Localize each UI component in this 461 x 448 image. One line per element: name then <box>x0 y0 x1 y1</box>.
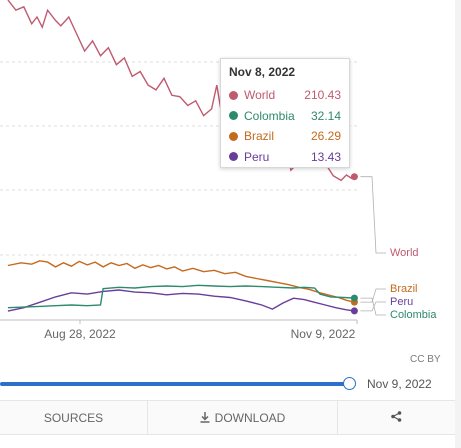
series-end-point-colombia[interactable] <box>350 294 358 302</box>
series-line-colombia[interactable] <box>7 284 355 309</box>
tooltip-series-value: 32.14 <box>310 108 341 123</box>
tooltip-series-name: Peru <box>244 149 270 164</box>
series-line-peru[interactable] <box>7 289 355 312</box>
series-line-brazil[interactable] <box>7 260 355 303</box>
tooltip-series-name: Colombia <box>244 108 295 123</box>
tooltip-row: Colombia 32.14 <box>229 106 341 127</box>
x-tick-label: Aug 28, 2022 <box>44 327 116 341</box>
tooltip-series-value: 26.29 <box>310 129 341 144</box>
series-dot-icon <box>229 90 238 100</box>
series-end-label-brazil[interactable]: Brazil <box>390 283 418 295</box>
timeline-track[interactable] <box>0 382 351 386</box>
tooltip-series-name: World <box>244 88 276 103</box>
share-button[interactable] <box>338 401 455 434</box>
series-dot-icon <box>229 111 238 121</box>
series-end-point-peru[interactable] <box>350 307 358 315</box>
series-end-label-world[interactable]: World <box>390 247 419 259</box>
x-tick-label: Nov 9, 2022 <box>291 327 356 341</box>
series-dot-icon <box>229 152 238 162</box>
sources-label: SOURCES <box>43 410 104 425</box>
tooltip-series-value: 13.43 <box>310 149 341 164</box>
tooltip-series-name: Brazil <box>244 129 275 144</box>
tooltip-series-value: 210.43 <box>304 88 341 103</box>
tooltip-row: World 210.43 <box>229 85 341 106</box>
label-connector <box>360 288 386 303</box>
scrollbar-gutter <box>455 0 461 448</box>
timeline-end-label: Nov 9, 2022 <box>367 377 432 391</box>
tooltip-row: Brazil 26.29 <box>229 126 341 147</box>
download-tab[interactable]: DOWNLOAD <box>148 401 338 434</box>
label-connector <box>360 176 386 254</box>
series-end-label-colombia[interactable]: Colombia <box>390 309 437 321</box>
footer-toolbar: SOURCES DOWNLOAD <box>0 400 455 435</box>
series-end-point-world[interactable] <box>350 173 358 181</box>
license-label[interactable]: CC BY <box>410 354 441 365</box>
label-connector <box>360 297 386 316</box>
download-label: DOWNLOAD <box>214 410 286 425</box>
series-end-label-peru[interactable]: Peru <box>390 296 413 308</box>
tooltip-row: Peru 13.43 <box>229 147 341 168</box>
series-dot-icon <box>229 131 238 141</box>
sources-tab[interactable]: SOURCES <box>0 401 148 434</box>
tooltip-date: Nov 8, 2022 <box>229 65 296 79</box>
timeline-end-handle[interactable] <box>343 377 356 390</box>
tooltip: Nov 8, 2022 World 210.43 Colombia 32.14 … <box>220 58 350 168</box>
download-icon <box>200 412 210 423</box>
share-icon <box>391 410 402 425</box>
